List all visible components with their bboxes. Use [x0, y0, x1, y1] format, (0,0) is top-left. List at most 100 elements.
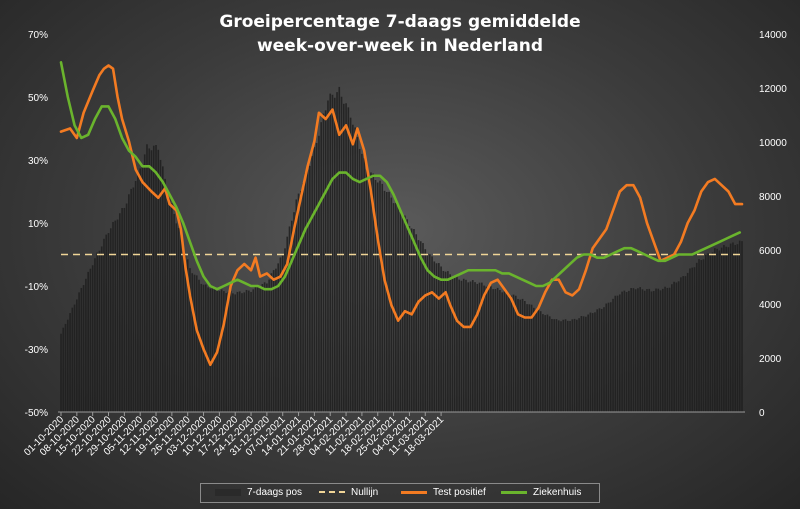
- bar-7-daags-pos: [137, 171, 139, 412]
- bar-7-daags-pos: [471, 280, 474, 412]
- bar-7-daags-pos: [560, 321, 562, 412]
- bar-7-daags-pos: [422, 243, 424, 412]
- bar-7-daags-pos: [266, 283, 268, 412]
- bar-7-daags-pos: [598, 308, 601, 412]
- bar-7-daags-pos: [132, 187, 135, 412]
- line-ziekenhuis: [59, 61, 742, 291]
- bar-7-daags-pos: [259, 287, 261, 412]
- bar-7-daags-pos: [485, 286, 488, 412]
- bar-7-daags-pos: [707, 253, 709, 412]
- bar-7-daags-pos: [186, 259, 189, 412]
- bar-7-daags-pos: [250, 291, 252, 412]
- bar-7-daags-pos: [609, 302, 612, 412]
- bar-7-daags-pos: [116, 219, 119, 412]
- y-right-tick-label: 4000: [759, 300, 782, 311]
- bar-7-daags-pos: [578, 318, 580, 412]
- bar-7-daags-pos: [499, 290, 501, 412]
- bar-7-daags-pos: [465, 279, 467, 412]
- bar-7-daags-pos: [64, 323, 67, 412]
- bar-7-daags-pos: [125, 203, 128, 412]
- bar-7-daags-pos: [634, 289, 637, 412]
- y-right-tick-label: 6000: [759, 246, 782, 257]
- bar-7-daags-pos: [141, 164, 144, 412]
- bar-7-daags-pos: [159, 159, 162, 412]
- bar-7-daags-pos: [272, 270, 275, 412]
- bar-7-daags-pos: [404, 215, 406, 412]
- bar-7-daags-pos: [85, 278, 87, 412]
- bar-7-daags-pos: [539, 311, 542, 412]
- bar-7-daags-pos: [193, 274, 196, 412]
- bar-7-daags-pos: [302, 183, 304, 412]
- bar-7-daags-pos: [684, 276, 687, 412]
- bar-7-daags-pos: [686, 272, 689, 412]
- bar-7-daags-pos: [107, 233, 110, 412]
- bar-7-daags-pos: [173, 213, 175, 412]
- bar-7-daags-pos: [632, 288, 635, 412]
- legend-item-test-positief: Test positief: [401, 487, 486, 498]
- bar-7-daags-pos: [675, 282, 678, 412]
- bar-7-daags-pos: [648, 288, 651, 412]
- bar-7-daags-pos: [180, 234, 182, 412]
- y-right-tick-label: 2000: [759, 354, 782, 365]
- bar-7-daags-pos: [643, 290, 646, 412]
- bar-7-daags-pos: [517, 298, 519, 412]
- bar-7-daags-pos: [474, 282, 476, 412]
- bar-7-daags-pos: [537, 309, 540, 412]
- bar-7-daags-pos: [297, 193, 300, 412]
- bar-7-daags-pos: [189, 268, 191, 412]
- bar-7-daags-pos: [428, 254, 431, 412]
- bar-7-daags-pos: [521, 298, 524, 412]
- bar-series-7-daags-pos: [60, 86, 743, 413]
- bar-7-daags-pos: [195, 275, 198, 412]
- y-right-tick-label: 12000: [759, 84, 787, 95]
- bar-7-daags-pos: [114, 220, 117, 412]
- bar-7-daags-pos: [333, 97, 336, 412]
- bar-7-daags-pos: [150, 150, 153, 412]
- bar-7-daags-pos: [309, 165, 311, 412]
- bar-7-daags-pos: [164, 178, 166, 412]
- bar-7-daags-pos: [288, 226, 291, 412]
- bar-7-daags-pos: [591, 313, 594, 412]
- bar-7-daags-pos: [175, 223, 178, 412]
- bar-7-daags-pos: [664, 286, 666, 412]
- y-right-tick-label: 8000: [759, 192, 782, 203]
- bar-7-daags-pos: [225, 293, 227, 412]
- bar-7-daags-pos: [619, 294, 621, 412]
- y-left-tick-label: -50%: [25, 408, 48, 419]
- bar-7-daags-pos: [347, 107, 350, 413]
- bar-7-daags-pos: [204, 284, 207, 412]
- bar-7-daags-pos: [519, 299, 522, 412]
- bar-7-daags-pos: [585, 316, 587, 412]
- bar-7-daags-pos: [535, 310, 537, 412]
- bar-7-daags-pos: [542, 314, 544, 412]
- bar-7-daags-pos: [419, 241, 422, 412]
- bar-7-daags-pos: [702, 259, 705, 412]
- legend-swatch-bar: [215, 488, 241, 496]
- bar-7-daags-pos: [365, 169, 368, 412]
- bar-7-daags-pos: [526, 304, 528, 412]
- bar-7-daags-pos: [732, 242, 734, 412]
- bar-7-daags-pos: [582, 316, 585, 412]
- bar-7-daags-pos: [331, 94, 334, 412]
- bar-7-daags-pos: [729, 243, 732, 412]
- bar-7-daags-pos: [198, 279, 200, 412]
- bar-7-daags-pos: [657, 288, 660, 412]
- bar-7-daags-pos: [361, 153, 363, 413]
- bar-7-daags-pos: [184, 254, 187, 412]
- bar-7-daags-pos: [449, 274, 451, 412]
- bar-7-daags-pos: [211, 287, 214, 412]
- bar-7-daags-pos: [662, 288, 664, 412]
- bar-7-daags-pos: [381, 183, 384, 412]
- bar-7-daags-pos: [501, 292, 503, 412]
- bar-7-daags-pos: [478, 282, 481, 412]
- bar-7-daags-pos: [589, 312, 592, 412]
- bar-7-daags-pos: [385, 192, 388, 412]
- bar-7-daags-pos: [304, 172, 307, 412]
- bar-7-daags-pos: [704, 254, 707, 412]
- y-left-tick-label: -30%: [25, 345, 48, 356]
- bar-7-daags-pos: [383, 190, 386, 412]
- bar-7-daags-pos: [148, 148, 151, 413]
- bar-7-daags-pos: [293, 212, 295, 412]
